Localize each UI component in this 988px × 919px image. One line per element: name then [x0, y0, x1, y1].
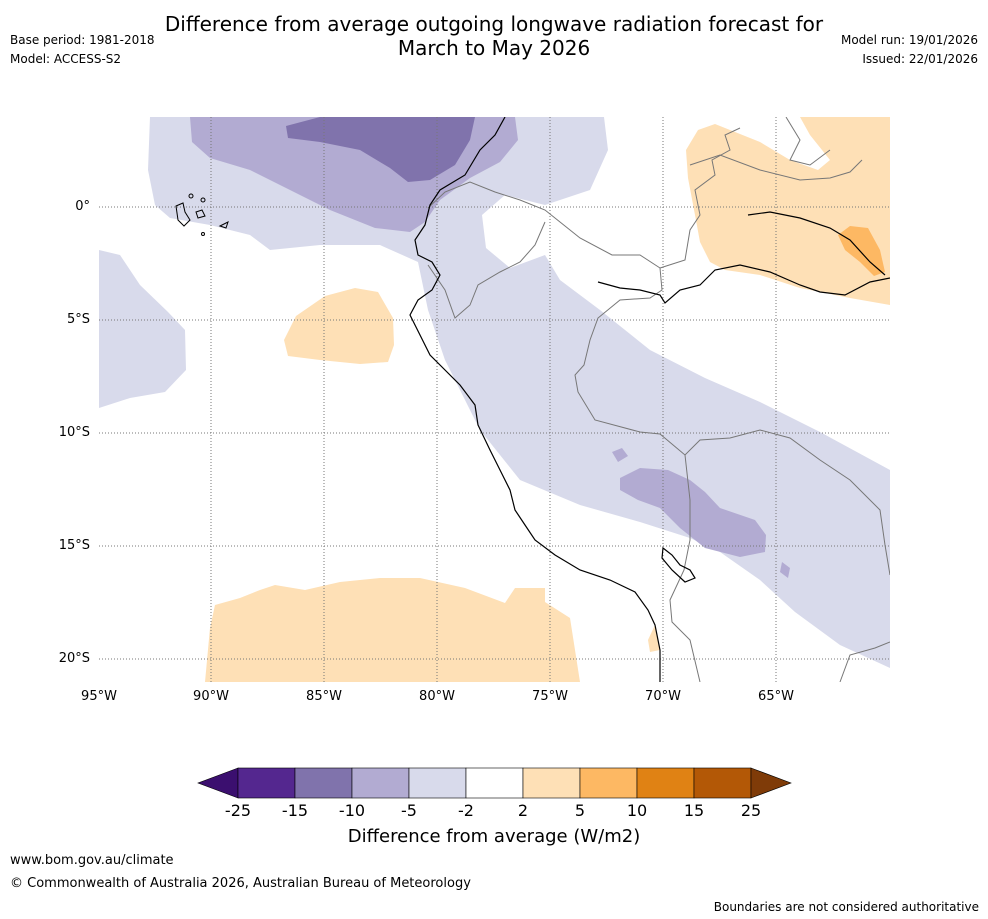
south-america-pacific-coastline [409, 117, 661, 682]
colorbar-label: Difference from average (W/m2) [347, 826, 641, 847]
model-run-text: Model run: 19/01/2026 [840, 33, 978, 47]
titicaca-lake [661, 546, 696, 583]
bolivia-border-south [839, 641, 890, 682]
map-plot-area [99, 117, 890, 682]
colorbar-tick: -15 [281, 801, 309, 820]
anomaly-region-medium-purple-spot [612, 448, 628, 462]
anomaly-region-medium-purple-spot-2 [780, 562, 790, 578]
map-graticule [99, 117, 890, 682]
colorbar-tick: 15 [683, 801, 705, 820]
lon-label-80w: 80°W [419, 689, 455, 704]
anomaly-region-orange [838, 226, 885, 276]
lat-label-0: 0° [75, 199, 90, 214]
chart-title: Difference from average outgoing longwav… [0, 12, 988, 60]
colombia-venezuela-border [659, 127, 741, 269]
colorbar-bin-3 [351, 767, 410, 799]
issued-text: Issued: 22/01/2026 [862, 52, 978, 66]
ecuador-peru-border [427, 221, 546, 319]
colorbar-bin-1 [237, 767, 296, 799]
colorbar-tick: 5 [574, 801, 586, 820]
coastlines [409, 117, 890, 682]
island-santa-cruz [195, 209, 206, 219]
anomaly-region-medium-purple-south [620, 468, 766, 557]
lon-label-65w: 65°W [758, 689, 794, 704]
colorbar-tick: -10 [338, 801, 366, 820]
island-small-3 [201, 232, 205, 236]
colorbar-bin-9 [693, 767, 752, 799]
colorbar-bin-8 [636, 767, 695, 799]
lat-label-5s: 5°S [66, 312, 90, 327]
peru-bolivia-border [669, 454, 701, 682]
amazon-river [597, 264, 890, 304]
colorbar-tick: 2 [517, 801, 529, 820]
disclaimer-text: Boundaries are not considered authoritat… [713, 900, 979, 914]
island-isabela [175, 202, 191, 227]
lon-label-95w: 95°W [81, 689, 117, 704]
anomaly-region-dark-purple [286, 117, 475, 182]
venezuela-coast [689, 154, 863, 181]
anomaly-region-light-orange-ne [686, 117, 890, 305]
island-small-1 [188, 193, 194, 199]
colorbar-tick: -2 [458, 801, 474, 820]
lon-label-70w: 70°W [645, 689, 681, 704]
colorbar-bin-5 [465, 767, 524, 799]
lon-label-85w: 85°W [306, 689, 342, 704]
anomaly-region-light-orange-south [205, 578, 580, 682]
lat-label-10s: 10°S [58, 425, 90, 440]
ecuador-colombia-border [427, 181, 661, 269]
colorbar-bin-4 [408, 767, 467, 799]
lat-label-15s: 15°S [58, 538, 90, 553]
base-period-text: Base period: 1981-2018 [10, 33, 155, 47]
colorbar [197, 767, 792, 799]
colorbar-bin-7 [579, 767, 638, 799]
colorbar-bin-6 [522, 767, 581, 799]
guyana-border [785, 117, 831, 166]
lat-label-20s: 20°S [58, 651, 90, 666]
colorbar-extend-high [750, 767, 792, 799]
country-boundaries [427, 117, 890, 682]
title-line-2: March to May 2026 [397, 36, 591, 60]
colorbar-tick: -5 [401, 801, 417, 820]
island-san-cristobal [218, 221, 229, 229]
anomaly-region-light-orange-spot [648, 625, 660, 652]
colorbar-extend-low [197, 767, 239, 799]
website-link[interactable]: www.bom.gov.au/climate [10, 853, 174, 868]
copyright-text: © Commonwealth of Australia 2026, Austra… [10, 876, 471, 891]
island-small-2 [200, 197, 206, 203]
colorbar-tick: 25 [740, 801, 762, 820]
anomaly-region-light-purple-west [99, 250, 186, 408]
peru-colombia-brazil-border [574, 267, 890, 576]
galapagos-islands [175, 193, 229, 236]
colorbar-tick: 10 [626, 801, 648, 820]
lon-label-90w: 90°W [193, 689, 229, 704]
colorbar-bin-2 [294, 767, 353, 799]
title-line-1: Difference from average outgoing longwav… [164, 12, 824, 36]
lon-label-75w: 75°W [532, 689, 568, 704]
colorbar-tick: -25 [224, 801, 252, 820]
model-text: Model: ACCESS-S2 [10, 52, 122, 66]
negro-river [747, 211, 886, 276]
anomaly-region-light-orange-central [284, 288, 394, 364]
